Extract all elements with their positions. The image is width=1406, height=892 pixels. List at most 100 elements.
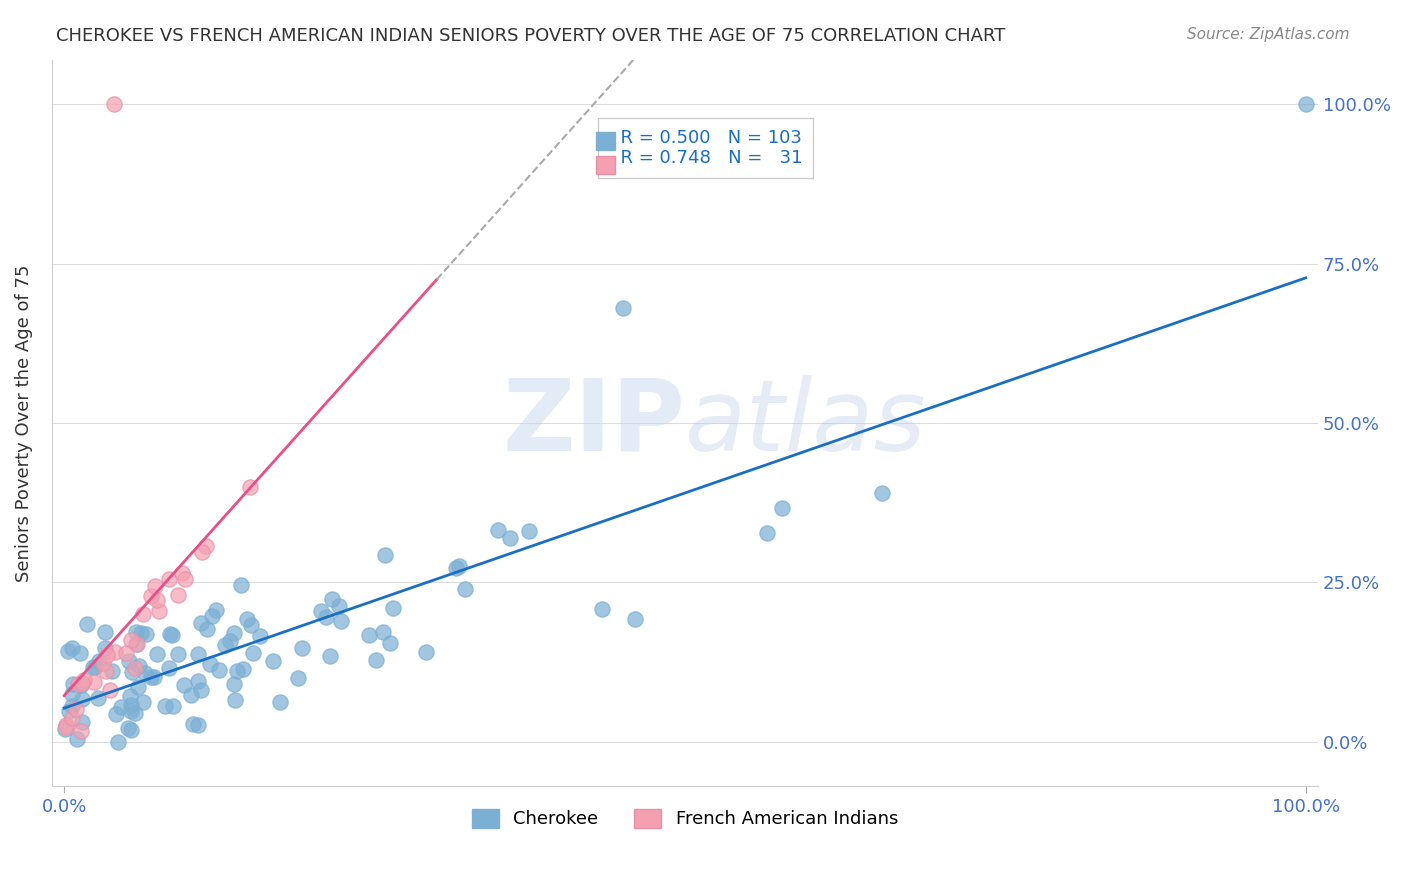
Point (117, 721, 139, 735)
Point (58, 704, 80, 718)
Text: CHEROKEE VS FRENCH AMERICAN INDIAN SENIORS POVERTY OVER THE AGE OF 75 CORRELATIO: CHEROKEE VS FRENCH AMERICAN INDIAN SENIO… (56, 27, 1005, 45)
Point (195, 622, 218, 636)
Point (60, 699, 83, 714)
Point (157, 660, 180, 674)
Point (143, 670, 166, 684)
Point (229, 578, 252, 592)
Point (104, 645, 127, 659)
Point (135, 627, 157, 641)
Point (181, 716, 204, 731)
Text: R = 0.500   N = 103
  R = 0.748   N =   31: R = 0.500 N = 103 R = 0.748 N = 31 (609, 128, 803, 168)
Point (62, 677, 84, 691)
Point (174, 572, 197, 586)
Point (118, 689, 141, 703)
Point (321, 591, 343, 606)
Point (94, 625, 117, 640)
Point (236, 612, 259, 626)
FancyBboxPatch shape (596, 132, 616, 151)
Point (53, 723, 76, 737)
Y-axis label: Seniors Poverty Over the Age of 75: Seniors Poverty Over the Age of 75 (15, 264, 32, 582)
Point (87, 654, 110, 668)
Point (153, 698, 176, 713)
Point (124, 625, 146, 640)
Point (315, 609, 337, 624)
Point (262, 654, 284, 668)
Point (69, 646, 91, 660)
Point (170, 566, 193, 581)
Point (120, 698, 142, 712)
Point (132, 607, 155, 622)
Point (447, 559, 470, 574)
Point (224, 693, 246, 707)
Point (94, 640, 117, 655)
Point (141, 670, 163, 684)
Point (499, 531, 522, 545)
Point (132, 695, 155, 709)
Point (73, 673, 96, 688)
Point (191, 545, 214, 559)
Point (415, 645, 437, 659)
Point (240, 617, 263, 632)
Point (381, 601, 404, 615)
Point (519, 524, 541, 538)
Point (226, 664, 249, 678)
Point (124, 706, 146, 720)
Text: ZIP: ZIP (502, 375, 685, 472)
Point (120, 723, 142, 737)
Point (120, 632, 142, 647)
Point (166, 647, 188, 661)
Point (82, 660, 104, 674)
Point (70, 692, 93, 706)
Point (187, 648, 209, 662)
Point (190, 682, 212, 697)
Point (486, 523, 509, 537)
Point (374, 548, 396, 562)
Point (371, 625, 394, 640)
Point (357, 628, 380, 642)
Point (166, 588, 188, 602)
Point (770, 500, 793, 515)
Point (198, 657, 221, 671)
Text: Source: ZipAtlas.com: Source: ZipAtlas.com (1187, 27, 1350, 42)
Point (125, 637, 148, 651)
Point (311, 603, 333, 617)
Point (148, 604, 170, 618)
Point (55, 718, 77, 732)
Point (454, 582, 477, 596)
Point (612, 301, 634, 316)
Legend: Cherokee, French American Indians: Cherokee, French American Indians (464, 802, 905, 836)
Point (291, 641, 314, 656)
Point (190, 615, 212, 630)
Point (60, 687, 83, 701)
Point (157, 573, 180, 587)
Point (139, 589, 162, 603)
Point (1295, 97, 1317, 112)
Point (103, 97, 125, 112)
Point (378, 636, 401, 650)
Point (134, 665, 156, 680)
Point (60, 711, 83, 725)
Point (96, 664, 118, 678)
Point (55, 720, 77, 734)
Point (128, 659, 150, 673)
Point (60, 641, 83, 656)
Point (70, 678, 93, 692)
Text: atlas: atlas (685, 375, 927, 472)
Point (444, 561, 467, 575)
Point (364, 653, 387, 667)
Point (591, 602, 613, 616)
Point (72, 715, 94, 730)
Point (70, 724, 93, 739)
Point (222, 677, 245, 691)
Point (107, 735, 129, 749)
Point (870, 485, 893, 500)
Point (65, 731, 87, 746)
Point (201, 608, 224, 623)
Point (121, 665, 143, 679)
Point (208, 663, 231, 677)
Point (269, 695, 291, 709)
Point (66, 677, 89, 691)
Point (110, 700, 132, 714)
Point (146, 592, 169, 607)
FancyBboxPatch shape (596, 156, 616, 175)
